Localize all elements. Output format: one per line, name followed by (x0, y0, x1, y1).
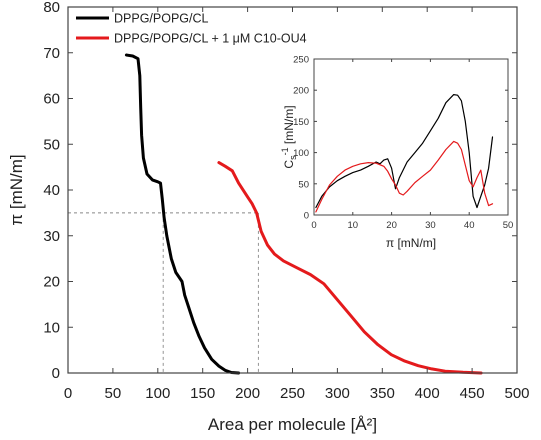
main-x-tick-label: 150 (190, 385, 215, 402)
inset-series-1-line (315, 94, 494, 209)
main-guides (68, 212, 259, 373)
legend: DPPG/POPG/CL DPPG/POPG/CL + 1 μM C10-OU4 (76, 12, 307, 46)
main-x-tick-label: 350 (370, 385, 395, 402)
main-x-tick-label: 450 (460, 385, 485, 402)
main-y-tick-label: 70 (43, 45, 60, 62)
inset-x-tick-label: 0 (311, 220, 316, 231)
main-series-1-line (124, 53, 241, 375)
main-series-2-line (217, 161, 483, 375)
main-x-tick-label: 100 (145, 385, 170, 402)
main-y-tick-label: 0 (52, 365, 60, 382)
inset-y-axis-title: Cs-1 [mN/m] (280, 105, 298, 168)
main-ticks: 0 50 100 150 200 250 300 350 400 450 5000102030405… (43, 0, 529, 402)
main-plot: 0 50 100 150 200 250 300 350 400 450 5000102030405… (7, 0, 530, 434)
inset-y-tick-label: 250 (293, 55, 309, 66)
main-x-tick-label: 400 (415, 385, 440, 402)
inset-background (314, 59, 508, 215)
main-y-tick-label: 40 (43, 182, 60, 199)
legend-item-series-1: DPPG/POPG/CL (76, 12, 209, 26)
inset-plot-frame (313, 58, 509, 216)
y-axis-title: π [mN/m] (7, 154, 26, 225)
legend-label-series-2: DPPG/POPG/CL + 1 μM C10-OU4 (114, 32, 307, 46)
main-x-tick-label: 300 (325, 385, 350, 402)
main-x-tick-label: 0 (64, 385, 72, 402)
inset-series (315, 94, 494, 213)
inset-y-title-unit: [mN/m] (282, 105, 296, 147)
inset-plot: 0 10 20 30 40 50 0 50 100 150 200 250 π [mN/m] Cs-1… (280, 55, 513, 251)
inset-x-tick-label: 30 (425, 220, 436, 231)
inset-y-title-sup: -1 (280, 147, 290, 155)
inset-y-title-sub: s (288, 155, 298, 160)
inset-x-tick-label: 50 (503, 220, 514, 231)
x-axis-title: Area per molecule [Å²] (208, 415, 377, 434)
main-y-tick-label: 50 (43, 136, 60, 153)
inset-y-tick-label: 0 (304, 211, 309, 222)
inset-y-tick-label: 50 (298, 179, 309, 190)
main-y-tick-label: 80 (43, 0, 60, 16)
legend-label-series-1: DPPG/POPG/CL (114, 12, 209, 26)
main-x-tick-label: 500 (504, 385, 529, 402)
main-x-tick-label: 200 (235, 385, 260, 402)
inset-y-title-main: C (282, 160, 296, 169)
inset-x-tick-label: 20 (386, 220, 397, 231)
inset-series-2-line (315, 140, 494, 213)
main-y-tick-label: 10 (43, 319, 60, 336)
main-series (124, 53, 483, 375)
main-x-tick-label: 250 (280, 385, 305, 402)
main-y-tick-label: 20 (43, 274, 60, 291)
inset-x-axis-title: π [mN/m] (386, 236, 436, 250)
inset-ticks: 0 10 20 30 40 50 0 50 100 150 200 250 (293, 55, 513, 232)
main-y-tick-label: 60 (43, 91, 60, 108)
main-y-tick-label: 30 (43, 228, 60, 245)
legend-item-series-2: DPPG/POPG/CL + 1 μM C10-OU4 (76, 32, 307, 46)
inset-y-tick-label: 200 (293, 86, 309, 97)
inset-x-tick-label: 40 (464, 220, 475, 231)
inset-y-tick-label: 100 (293, 148, 309, 159)
main-x-tick-label: 50 (105, 385, 122, 402)
inset-y-tick-label: 150 (293, 117, 309, 128)
inset-x-tick-label: 10 (348, 220, 359, 231)
